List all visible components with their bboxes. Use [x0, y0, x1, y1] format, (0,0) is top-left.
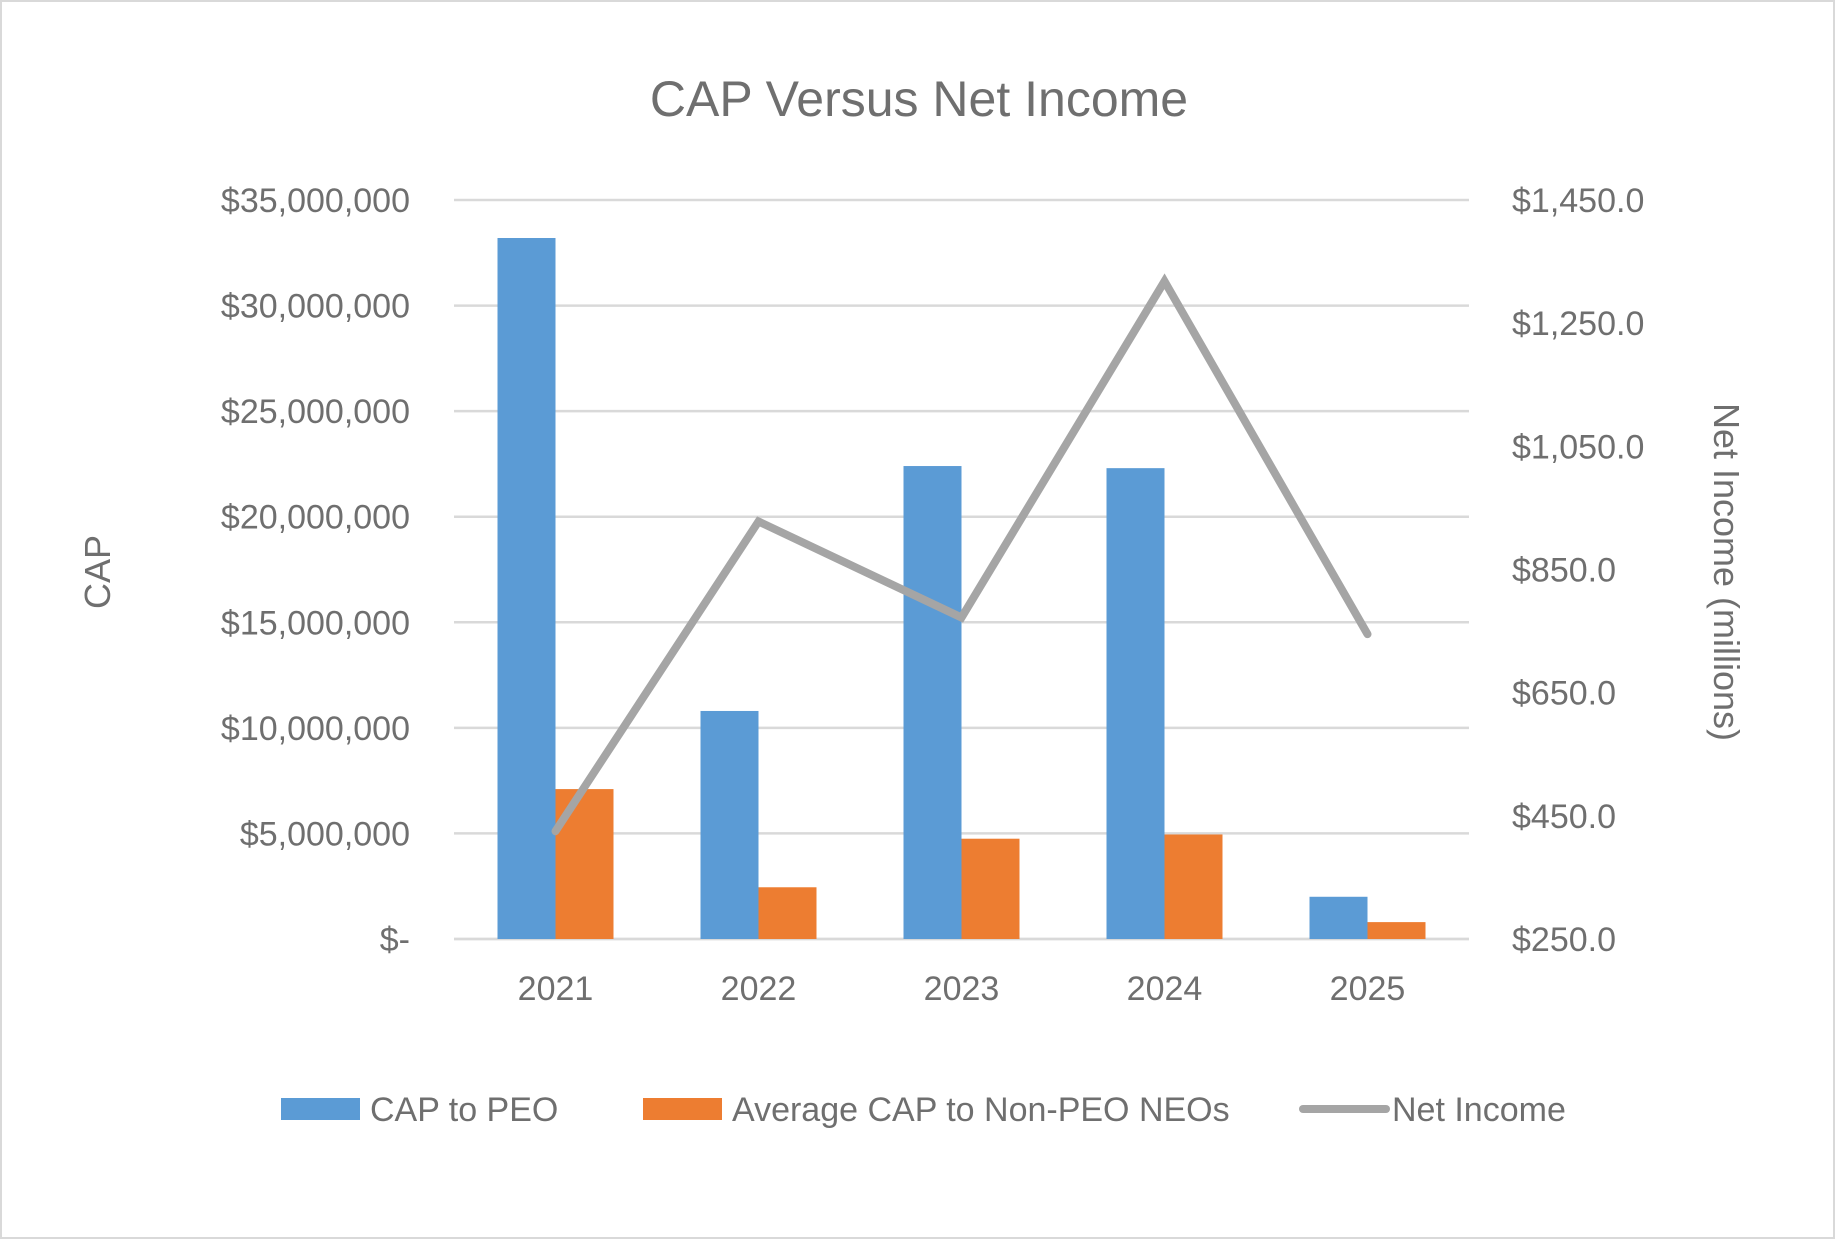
legend-label: Average CAP to Non-PEO NEOs	[732, 1091, 1230, 1129]
legend-swatch	[281, 1098, 360, 1120]
legend-label: CAP to PEO	[370, 1091, 558, 1129]
left-axis-ticks: $- $5,000,000 $10,000,000 $15,000,000 $20,00…	[221, 182, 410, 959]
y-right-tick-label: $250.0	[1512, 921, 1616, 959]
bar-avg-cap-non-peo	[758, 887, 817, 939]
x-axis-ticks: 2021 2022 2023 2024 2025	[518, 970, 1406, 1008]
y-tick-label: $35,000,000	[221, 182, 410, 220]
y-tick-label: $5,000,000	[240, 815, 410, 853]
bar-avg-cap-non-peo	[1367, 922, 1426, 939]
right-axis-ticks: $250.0 $450.0 $650.0 $850.0 $1,050.0 $1,250.0…	[1512, 182, 1644, 959]
legend: CAP to PEO Average CAP to Non-PEO NEOs Net…	[281, 1091, 1566, 1129]
y-tick-label: $15,000,000	[221, 604, 410, 642]
x-tick-label: 2021	[518, 970, 594, 1008]
chart-title: CAP Versus Net Income	[650, 71, 1188, 127]
bar-cap-to-peo	[903, 466, 962, 939]
y-tick-label: $-	[380, 921, 410, 959]
y-tick-label: $10,000,000	[221, 710, 410, 748]
y-right-tick-label: $850.0	[1512, 552, 1616, 590]
bar-cap-to-peo	[1309, 896, 1368, 939]
y-right-tick-label: $450.0	[1512, 798, 1616, 836]
net-income-line	[551, 273, 1372, 836]
y-tick-label: $30,000,000	[221, 288, 410, 326]
y-tick-label: $25,000,000	[221, 393, 410, 431]
bar-avg-cap-non-peo	[1164, 834, 1223, 939]
x-tick-label: 2022	[721, 970, 797, 1008]
y-tick-label: $20,000,000	[221, 499, 410, 537]
bar-cap-to-peo	[700, 710, 759, 939]
y-right-tick-label: $650.0	[1512, 675, 1616, 713]
x-tick-label: 2025	[1330, 970, 1406, 1008]
y-right-tick-label: $1,050.0	[1512, 428, 1644, 466]
legend-swatch	[643, 1098, 722, 1120]
bars	[497, 238, 1426, 939]
bar-cap-to-peo	[1106, 468, 1165, 939]
y-right-tick-label: $1,450.0	[1512, 182, 1644, 220]
legend-label: Net Income	[1392, 1091, 1566, 1129]
y-axis-title: CAP	[77, 535, 118, 609]
x-tick-label: 2023	[924, 970, 1000, 1008]
y-axis-right-title: Net Income (millions)	[1706, 403, 1747, 741]
bar-avg-cap-non-peo	[961, 838, 1020, 939]
bar-cap-to-peo	[497, 238, 556, 939]
x-tick-label: 2024	[1127, 970, 1203, 1008]
y-right-tick-label: $1,250.0	[1512, 305, 1644, 343]
